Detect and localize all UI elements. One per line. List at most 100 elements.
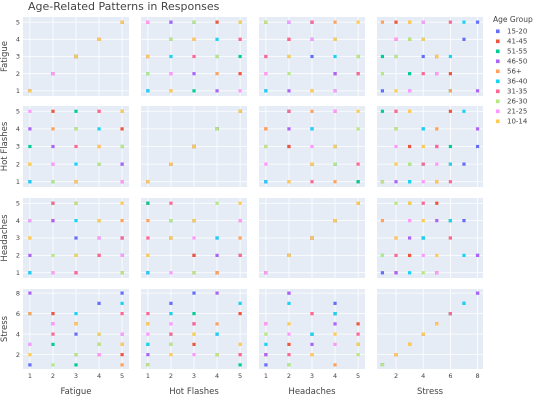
data-point-41-45[interactable] [448, 109, 452, 113]
data-point-31-35[interactable] [448, 236, 452, 240]
data-point-46-50[interactable] [120, 162, 124, 166]
data-point-41-45[interactable] [287, 342, 291, 346]
data-point-15-20[interactable] [120, 291, 124, 295]
data-point-26-30[interactable] [394, 127, 398, 131]
data-point-31-35[interactable] [192, 322, 196, 326]
data-point-10-14[interactable] [356, 342, 360, 346]
data-point-10-14[interactable] [421, 332, 425, 336]
data-point-26-30[interactable] [74, 127, 78, 131]
data-point-36-40[interactable] [408, 271, 412, 275]
data-point-36-40[interactable] [264, 180, 268, 184]
data-point-36-40[interactable] [448, 219, 452, 223]
data-point-21-25[interactable] [264, 271, 268, 275]
data-point-56+[interactable] [120, 363, 124, 367]
data-point-36-40[interactable] [28, 271, 32, 275]
data-point-31-35[interactable] [448, 180, 452, 184]
data-point-10-14[interactable] [310, 162, 314, 166]
data-point-31-35[interactable] [287, 37, 291, 41]
data-point-26-30[interactable] [380, 180, 385, 184]
data-point-46-50[interactable] [310, 342, 314, 346]
data-point-10-14[interactable] [287, 253, 291, 257]
data-point-26-30[interactable] [74, 201, 78, 205]
data-point-21-25[interactable] [264, 72, 268, 76]
data-point-10-14[interactable] [28, 89, 32, 93]
data-point-41-45[interactable] [51, 312, 55, 316]
data-point-46-50[interactable] [394, 271, 398, 275]
data-point-10-14[interactable] [146, 322, 150, 326]
data-point-10-14[interactable] [146, 253, 150, 257]
data-point-46-50[interactable] [215, 253, 219, 257]
data-point-26-30[interactable] [215, 201, 219, 205]
data-point-21-25[interactable] [120, 180, 124, 184]
data-point-21-25[interactable] [120, 332, 124, 336]
data-point-26-30[interactable] [394, 201, 398, 205]
data-point-31-35[interactable] [238, 253, 242, 257]
legend-item-10-14[interactable]: 10-14 [496, 118, 528, 126]
data-point-36-40[interactable] [333, 54, 337, 59]
data-point-26-30[interactable] [408, 162, 412, 166]
data-point-26-30[interactable] [333, 162, 337, 166]
data-point-31-35[interactable] [238, 37, 242, 41]
data-point-10-14[interactable] [120, 20, 124, 24]
data-point-36-40[interactable] [264, 89, 268, 93]
data-point-31-35[interactable] [421, 162, 425, 166]
data-point-10-14[interactable] [192, 332, 196, 336]
data-point-26-30[interactable] [380, 253, 385, 257]
data-point-56+[interactable] [28, 312, 32, 316]
data-point-15-20[interactable] [74, 236, 78, 240]
data-point-31-35[interactable] [287, 353, 291, 357]
data-point-15-20[interactable] [192, 291, 196, 295]
data-point-10-14[interactable] [310, 353, 314, 357]
data-point-10-14[interactable] [238, 342, 242, 346]
data-point-10-14[interactable] [169, 353, 173, 357]
data-point-51-55[interactable] [74, 363, 78, 367]
data-point-56+[interactable] [264, 127, 268, 131]
data-point-15-20[interactable] [310, 54, 314, 59]
data-point-31-35[interactable] [310, 180, 314, 184]
data-point-36-40[interactable] [215, 37, 219, 41]
data-point-36-40[interactable] [120, 301, 124, 305]
legend-item-56+[interactable]: 56+ [496, 68, 522, 76]
data-point-41-45[interactable] [120, 353, 124, 357]
data-point-26-30[interactable] [356, 54, 360, 59]
data-point-31-35[interactable] [421, 72, 425, 76]
data-point-46-50[interactable] [146, 353, 150, 357]
data-point-21-25[interactable] [120, 253, 124, 257]
data-point-31-35[interactable] [74, 144, 78, 149]
data-point-36-40[interactable] [74, 219, 78, 223]
data-point-46-50[interactable] [28, 253, 32, 257]
data-point-26-30[interactable] [169, 342, 173, 346]
data-point-15-20[interactable] [462, 162, 466, 166]
data-point-10-14[interactable] [97, 332, 101, 336]
data-point-36-40[interactable] [264, 342, 268, 346]
legend-item-31-35[interactable]: 31-35 [496, 88, 527, 96]
data-point-56+[interactable] [435, 127, 439, 131]
data-point-10-14[interactable] [333, 37, 337, 41]
data-point-10-14[interactable] [310, 89, 314, 93]
data-point-26-30[interactable] [97, 162, 101, 166]
data-point-51-55[interactable] [408, 72, 412, 76]
data-point-21-25[interactable] [169, 72, 173, 76]
data-point-36-40[interactable] [333, 312, 337, 316]
data-point-21-25[interactable] [435, 271, 439, 275]
data-point-36-40[interactable] [238, 301, 242, 305]
data-point-15-20[interactable] [74, 332, 78, 336]
data-point-26-30[interactable] [215, 127, 219, 131]
data-point-36-40[interactable] [169, 54, 173, 59]
data-point-15-20[interactable] [475, 144, 480, 149]
data-point-21-25[interactable] [97, 353, 101, 357]
data-point-56+[interactable] [120, 219, 124, 223]
data-point-10-14[interactable] [408, 342, 412, 346]
legend[interactable]: Age Group 15-20 41-45 51-55 46-50 56+ 36-40 31… [493, 15, 533, 126]
data-point-10-14[interactable] [408, 20, 412, 24]
data-point-26-30[interactable] [287, 363, 291, 367]
data-point-26-30[interactable] [380, 363, 385, 367]
legend-item-21-25[interactable]: 21-25 [496, 108, 527, 116]
data-point-56+[interactable] [51, 127, 55, 131]
data-point-10-14[interactable] [97, 37, 101, 41]
data-point-15-20[interactable] [169, 301, 173, 305]
data-point-21-25[interactable] [264, 322, 268, 326]
data-point-26-30[interactable] [74, 353, 78, 357]
data-point-21-25[interactable] [51, 322, 55, 326]
data-point-21-25[interactable] [333, 89, 337, 93]
